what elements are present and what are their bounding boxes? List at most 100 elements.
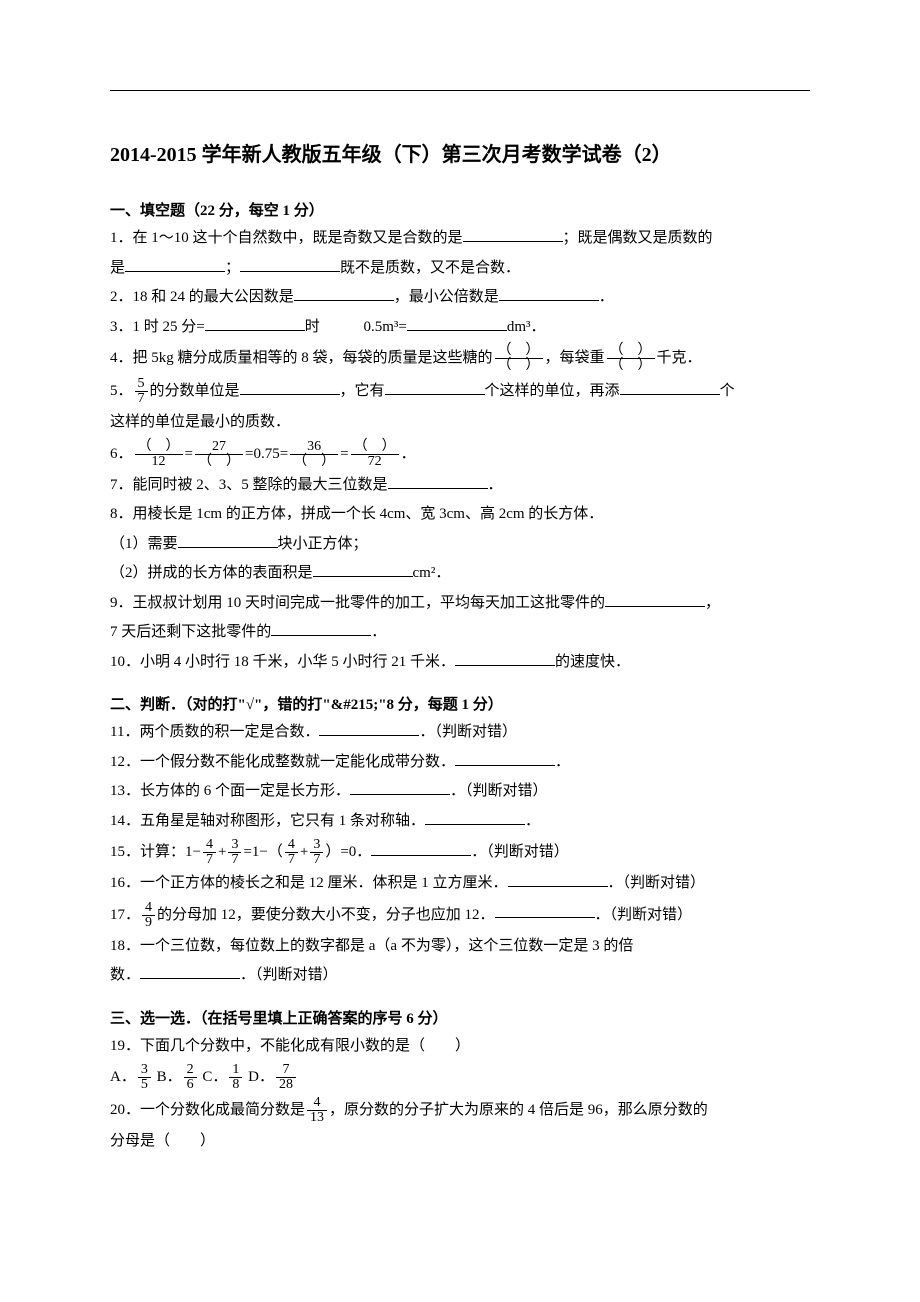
q3-text-a: 3．1 时 25 分= [110, 319, 205, 335]
frac-num: 2 [184, 1063, 197, 1078]
frac-num: 3 [138, 1063, 151, 1078]
frac-num: 5 [135, 377, 148, 392]
frac-den: （ ） [607, 359, 655, 373]
q4-frac-2: （ ）（ ） [607, 344, 655, 373]
frac-den: 72 [351, 455, 399, 469]
q1-text-c: 是 [110, 260, 125, 276]
q15-d: + [300, 844, 308, 860]
q17-frac: 49 [142, 901, 155, 930]
q14: 14．五角星是轴对称图形，它只有 1 条对称轴．． [110, 809, 810, 835]
q15-blank [371, 841, 471, 856]
frac-num: 36 [290, 440, 338, 455]
q8-2-blank [313, 562, 413, 577]
q6-frac-3: 36（ ） [290, 440, 338, 469]
q19-opt-a: A． [110, 1069, 136, 1085]
q9-blank-1 [605, 592, 705, 607]
q13-b: ．（判断对错） [450, 783, 548, 799]
q19-frac-d: 728 [276, 1063, 296, 1092]
q13-blank [350, 780, 450, 795]
frac-num: 4 [203, 838, 216, 853]
q1-text-a: 1．在 1～10 这十个自然数中，既是奇数又是合数的是 [110, 230, 463, 246]
frac-den: 7 [285, 853, 298, 867]
frac-num: 3 [228, 838, 241, 853]
q5-text-d: 个这样的单位，再添 [485, 383, 620, 399]
q10: 10．小明 4 小时行 18 千米，小华 5 小时行 21 千米．的速度快． [110, 650, 810, 676]
frac-num: （ ） [135, 440, 183, 455]
q6: 6．（ ）12=27（ ）=0.75=36（ ）=（ ）72． [110, 440, 810, 469]
q12-blank [455, 751, 555, 766]
q3-blank-1 [205, 316, 305, 331]
q15-b: + [218, 844, 226, 860]
frac-den: 5 [138, 1078, 151, 1092]
q4-frac-1: （ ）（ ） [495, 344, 543, 373]
q18-blank [140, 964, 240, 979]
q5-text-f: 这样的单位是最小的质数． [110, 414, 290, 430]
q8-1-a: （1）需要 [110, 536, 178, 552]
q6-text-e: ． [401, 445, 416, 461]
frac-den: （ ） [495, 359, 543, 373]
q1: 1．在 1～10 这十个自然数中，既是奇数又是合数的是；既是偶数又是质数的 [110, 226, 810, 252]
q11-blank [319, 721, 419, 736]
frac-den: （ ） [290, 455, 338, 469]
q9-blank-2 [271, 621, 371, 636]
frac-num: 1 [229, 1063, 242, 1078]
q5-text-c: ，它有 [340, 383, 385, 399]
q6-text-b: = [185, 445, 193, 461]
q20-line2: 分母是（ ） [110, 1129, 810, 1155]
q9-a: 9．王叔叔计划用 10 天时间完成一批零件的加工，平均每天加工这批零件的 [110, 595, 605, 611]
q11-b: ．（判断对错） [419, 724, 517, 740]
q18-c: ．（判断对错） [240, 967, 338, 983]
q5-blank-1 [240, 380, 340, 395]
top-rule [110, 90, 810, 91]
q17-a: 17． [110, 906, 140, 922]
q15-frac-2: 37 [228, 838, 241, 867]
section-3-heading: 三、选一选．（在括号里填上正确答案的序号 6 分） [110, 1007, 810, 1028]
q5-text-a: 5． [110, 383, 133, 399]
q6-frac-2: 27（ ） [195, 440, 243, 469]
q6-frac-4: （ ）72 [351, 440, 399, 469]
q10-blank [455, 651, 555, 666]
q17-b: 的分母加 12，要使分数大小不变，分子也应加 12． [157, 906, 495, 922]
q19-options: A．35 B．26 C．18 D．728 [110, 1063, 810, 1092]
q19: 19．下面几个分数中，不能化成有限小数的是（ ） [110, 1034, 810, 1060]
q9: 9．王叔叔计划用 10 天时间完成一批零件的加工，平均每天加工这批零件的， [110, 591, 810, 617]
q15: 15．计算：1−47+37=1−（47+37）=0．．（判断对错） [110, 838, 810, 867]
q16: 16．一个正方体的棱长之和是 12 厘米．体积是 1 立方厘米．．（判断对错） [110, 871, 810, 897]
q6-text-c: =0.75= [245, 445, 288, 461]
frac-num: 4 [142, 901, 155, 916]
q10-b: 的速度快． [555, 654, 630, 670]
q1-text-e: 既不是质数，又不是合数． [340, 260, 520, 276]
q8-1-blank [178, 533, 278, 548]
q7-text-a: 7．能同时被 2、3、5 整除的最大三位数是 [110, 477, 388, 493]
q17-blank [495, 903, 595, 918]
q5-line2: 这样的单位是最小的质数． [110, 410, 810, 436]
section-2-heading: 二、判断．（对的打"√"，错的打"&#215;"8 分，每题 1 分） [110, 693, 810, 714]
q2-blank-2 [499, 286, 599, 301]
frac-den: 6 [184, 1078, 197, 1092]
q3: 3．1 时 25 分=时 0.5m³=dm³． [110, 315, 810, 341]
q12-b: ． [555, 754, 570, 770]
q15-e: ）=0． [325, 844, 371, 860]
frac-num: 27 [195, 440, 243, 455]
q4-text-a: 4．把 5kg 糖分成质量相等的 8 袋，每袋的质量是这些糖的 [110, 350, 493, 366]
q9-line2: 7 天后还剩下这批零件的． [110, 620, 810, 646]
q20-b: ，原分数的分子扩大为原来的 4 倍后是 96，那么原分数的 [329, 1102, 708, 1118]
q19-frac-c: 18 [229, 1063, 242, 1092]
q8-1: （1）需要块小正方体； [110, 532, 810, 558]
frac-num: 7 [276, 1063, 296, 1078]
q19-frac-a: 35 [138, 1063, 151, 1092]
q14-blank [425, 810, 525, 825]
q16-b: ．（判断对错） [608, 875, 706, 891]
q9-c: 7 天后还剩下这批零件的 [110, 624, 271, 640]
frac-den: 9 [142, 916, 155, 930]
frac-den: 7 [228, 853, 241, 867]
frac-den: 7 [203, 853, 216, 867]
q5-frac: 57 [135, 377, 148, 406]
q15-a: 15．计算：1− [110, 844, 201, 860]
q11-a: 11．两个质数的积一定是合数． [110, 724, 319, 740]
q18-b: 数． [110, 967, 140, 983]
frac-den: 7 [135, 392, 148, 406]
q17: 17．49的分母加 12，要使分数大小不变，分子也应加 12．．（判断对错） [110, 901, 810, 930]
q2-blank-1 [294, 286, 394, 301]
q2: 2．18 和 24 的最大公因数是，最小公倍数是． [110, 285, 810, 311]
